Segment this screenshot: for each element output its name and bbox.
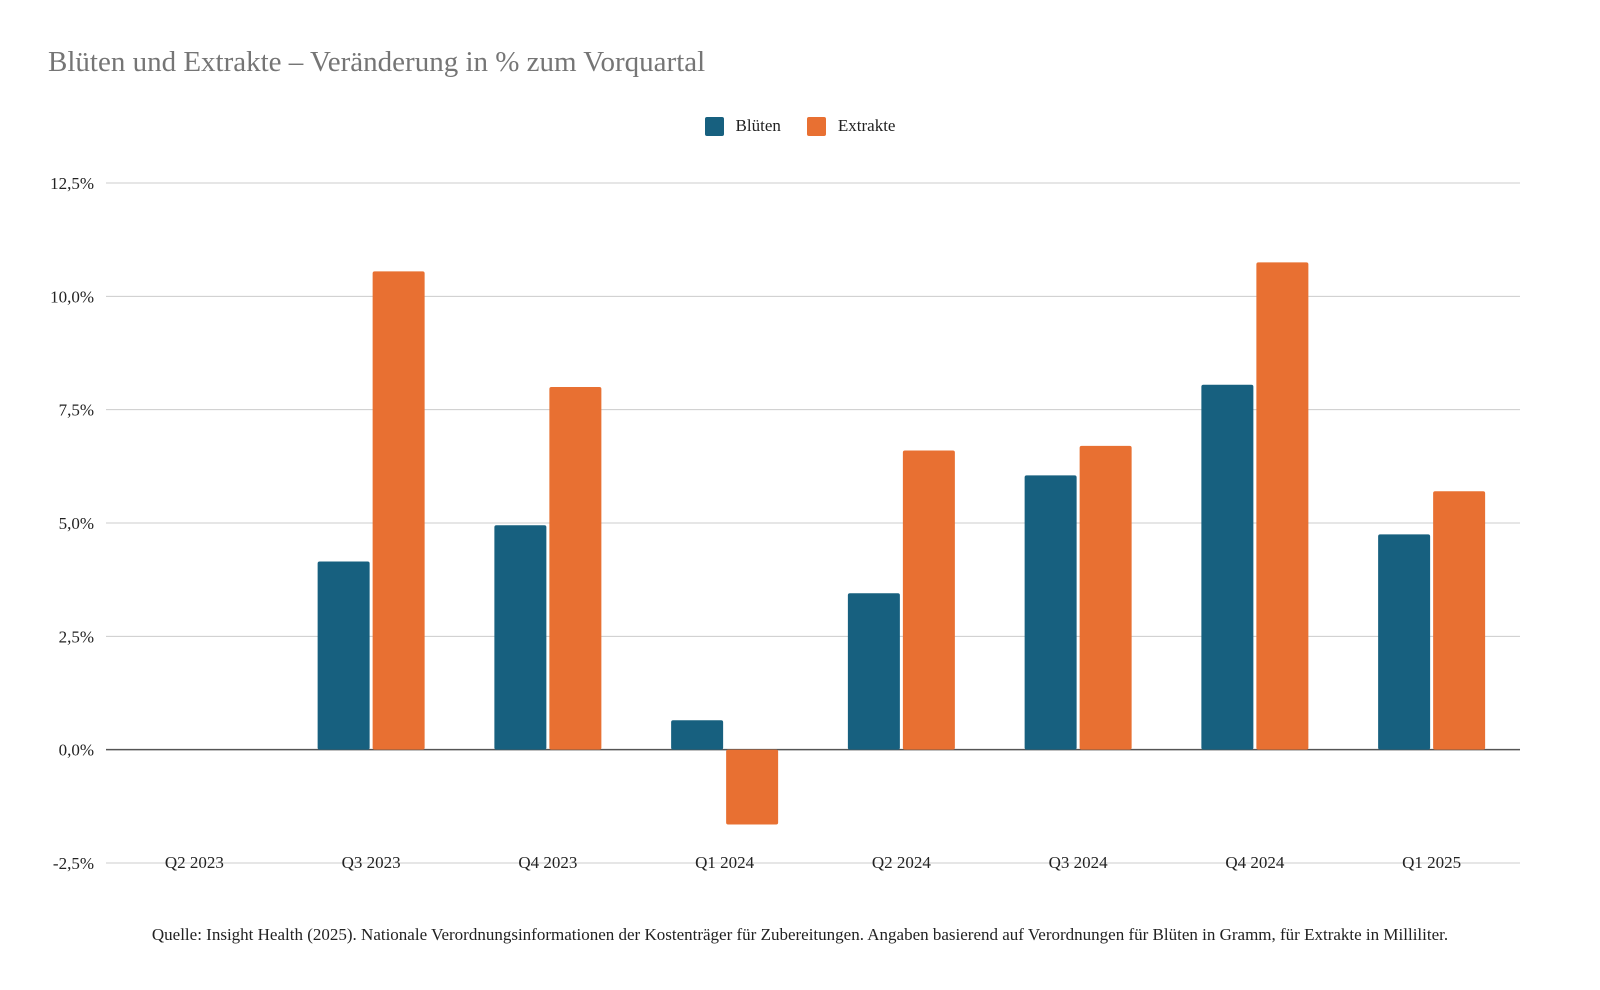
y-tick-label: 2,5%	[59, 627, 94, 646]
bar-extrakte	[1433, 491, 1486, 750]
legend-item-extrakte: Extrakte	[806, 116, 896, 136]
source-note: Quelle: Insight Health (2025). Nationale…	[151, 925, 1449, 944]
y-tick-label: 12,5%	[50, 174, 94, 193]
legend-label-extrakte: Extrakte	[837, 116, 896, 135]
y-tick-label: 0,0%	[59, 741, 94, 760]
bar-blueten	[847, 593, 900, 750]
bar-extrakte	[902, 450, 955, 750]
x-tick-label: Q4 2023	[518, 853, 577, 872]
y-tick-label: 5,0%	[59, 514, 94, 533]
legend-swatch-extrakte	[806, 116, 826, 136]
x-tick-label: Q3 2023	[342, 853, 401, 872]
x-tick-label: Q3 2024	[1049, 853, 1109, 872]
legend: Blüten Extrakte	[0, 116, 1600, 136]
bar-blueten	[1378, 534, 1431, 750]
legend-item-blueten: Blüten	[704, 116, 781, 136]
chart-title: Blüten und Extrakte – Veränderung in % z…	[48, 46, 706, 78]
bar-blueten	[1201, 384, 1254, 750]
y-tick-label: 10,0%	[50, 287, 94, 306]
bar-extrakte	[726, 749, 779, 825]
bar-blueten	[1024, 475, 1077, 750]
bar-extrakte	[1256, 262, 1309, 750]
bar-blueten	[317, 561, 370, 750]
bar-extrakte	[1079, 445, 1132, 750]
y-tick-label: -2,5%	[53, 854, 94, 873]
x-tick-label: Q1 2024	[695, 853, 755, 872]
y-tick-label: 7,5%	[59, 401, 94, 420]
bar-extrakte	[372, 271, 425, 750]
x-tick-label: Q2 2024	[872, 853, 932, 872]
bar-blueten	[494, 525, 547, 750]
legend-label-blueten: Blüten	[735, 116, 781, 135]
x-tick-label: Q1 2025	[1402, 853, 1461, 872]
bar-extrakte	[549, 387, 602, 750]
x-tick-label: Q4 2024	[1225, 853, 1285, 872]
x-tick-label: Q2 2023	[165, 853, 224, 872]
bar-blueten	[671, 720, 724, 750]
legend-swatch-blueten	[704, 116, 724, 136]
